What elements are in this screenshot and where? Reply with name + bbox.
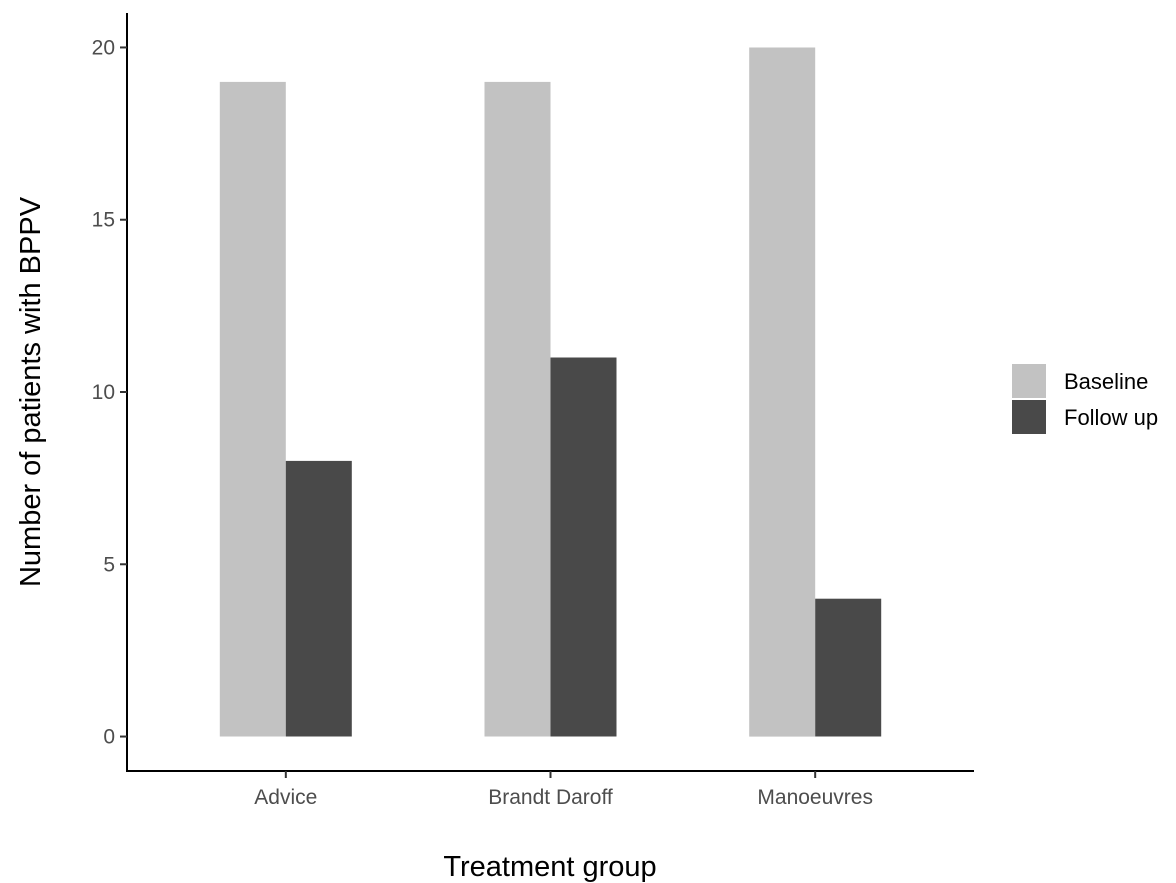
bar-follow-up-advice [285, 460, 352, 737]
bar-baseline-advice [219, 81, 286, 737]
x-tick-label: Brandt Daroff [488, 786, 613, 809]
y-tick-label: 10 [92, 381, 115, 404]
bar-baseline-brandt-daroff [484, 81, 551, 737]
legend-swatch [1012, 364, 1046, 398]
bar-follow-up-brandt-daroff [550, 357, 617, 737]
legend: Baseline Follow up [1012, 364, 1158, 434]
bars [219, 47, 882, 737]
y-tick-label: 20 [92, 36, 115, 59]
legend-label: Follow up [1064, 405, 1158, 430]
legend-label: Baseline [1064, 369, 1148, 394]
y-ticks: 0 5 10 15 20 [92, 36, 127, 749]
legend-swatch [1012, 400, 1046, 434]
y-tick-label: 15 [92, 209, 115, 232]
x-axis-title: Treatment group [443, 851, 656, 883]
x-tick-label: Manoeuvres [757, 786, 873, 809]
x-tick-label: Advice [254, 786, 317, 809]
bar-follow-up-manoeuvres [815, 598, 882, 737]
x-ticks: Advice Brandt Daroff Manoeuvres [254, 771, 873, 809]
y-axis-title: Number of patients with BPPV [15, 196, 47, 587]
bar-baseline-manoeuvres [749, 47, 816, 737]
y-tick-label: 5 [103, 553, 115, 576]
y-tick-label: 0 [103, 726, 115, 749]
